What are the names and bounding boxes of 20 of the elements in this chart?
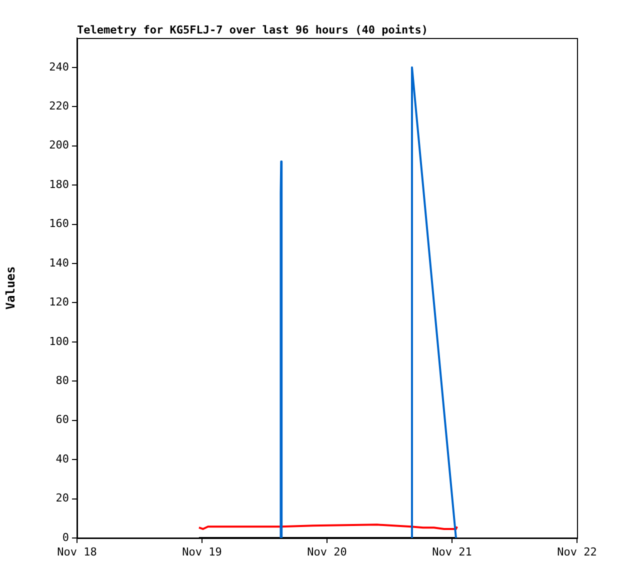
x-tick-label: Nov 22: [557, 545, 597, 558]
y-tick-label: 220: [49, 99, 69, 112]
y-tick-label: 240: [49, 60, 69, 74]
x-tick-label: Nov 20: [307, 545, 347, 558]
y-tick-label: 160: [49, 217, 69, 230]
y-tick-label: 200: [49, 138, 69, 152]
y-tick-label: 40: [56, 452, 69, 466]
y-tick-label: 140: [49, 256, 69, 270]
chart-title: Telemetry for KG5FLJ-7 over last 96 hours (40 points): [77, 23, 428, 36]
x-tick-label: Nov 19: [182, 545, 222, 558]
y-tick-label: 60: [56, 413, 69, 426]
y-axis-title: Values: [3, 266, 18, 310]
y-tick-label: 0: [62, 530, 69, 544]
y-tick-label: 180: [49, 178, 69, 191]
y-tick-label: 100: [49, 334, 69, 348]
x-tick-label: Nov 21: [432, 545, 472, 558]
x-tick-label: Nov 18: [57, 545, 97, 558]
y-tick-label: 120: [49, 296, 69, 309]
y-tick-label: 80: [56, 374, 69, 387]
y-tick-label: 20: [56, 492, 69, 505]
